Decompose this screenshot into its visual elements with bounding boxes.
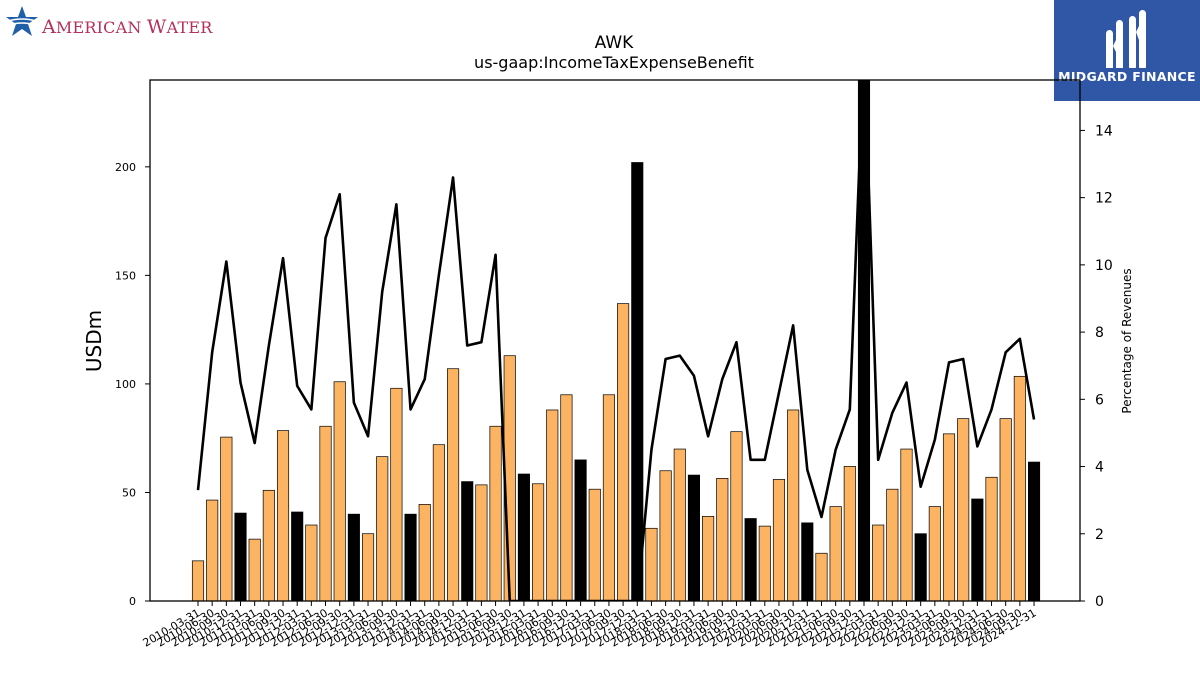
- bar-2020-06-30: [772, 479, 786, 602]
- y-tick-label: 0: [129, 595, 136, 608]
- bar-annual-2013-12-31: [404, 513, 417, 602]
- y2-axis-label: Percentage of Revenues: [1120, 268, 1134, 413]
- bar-annual-2024-12-31: [1027, 461, 1041, 602]
- bar-2019-09-30: [730, 431, 743, 602]
- bar-2020-03-31: [758, 525, 771, 602]
- bar-series: [191, 79, 1041, 602]
- bar-annual-2020-12-31: [801, 522, 814, 602]
- bar-2011-06-30: [262, 489, 275, 602]
- bar-annual-2018-12-31: [687, 474, 700, 602]
- x-axis-ticks: 2010-03-312010-06-302010-09-302010-12-31…: [141, 601, 1039, 650]
- bar-2024-06-30: [999, 418, 1012, 602]
- bar-2016-03-31: [532, 483, 545, 602]
- bar-2017-03-31: [588, 488, 601, 602]
- badge-label: MIDGARD FINANCE: [1058, 69, 1196, 84]
- chart-title: AWK: [595, 33, 635, 53]
- bar-2011-09-30: [276, 430, 290, 602]
- bar-2022-06-30: [886, 488, 899, 602]
- axes: [149, 79, 1081, 602]
- bar-annual-2023-12-31: [971, 498, 984, 602]
- bar-annual-2019-12-31: [744, 518, 757, 602]
- bar-2012-09-30: [333, 381, 346, 602]
- bar-2024-03-31: [985, 476, 998, 602]
- bar-2017-09-30: [617, 303, 630, 602]
- bar-2012-06-30: [319, 425, 332, 602]
- y-axis-label: USDm: [82, 310, 106, 372]
- y2-tick-label: 14: [1095, 123, 1113, 139]
- bar-2016-09-30: [560, 394, 573, 602]
- bar-2023-09-30: [957, 418, 970, 602]
- bar-annual-2015-12-31: [517, 473, 530, 602]
- bar-2016-06-30: [546, 409, 559, 602]
- bar-2018-03-31: [645, 527, 658, 602]
- bar-annual-2017-12-31: [631, 162, 644, 602]
- y2-axis-ticks: 0 2 4 6 8 10 12 14: [1080, 123, 1113, 610]
- y-tick-label: 50: [122, 486, 136, 499]
- y-tick-label: 150: [115, 269, 136, 282]
- y2-tick-label: 10: [1095, 258, 1113, 274]
- bar-2014-06-30: [432, 444, 445, 602]
- y2-tick-label: 0: [1095, 594, 1104, 610]
- y2-tick-label: 12: [1095, 191, 1113, 207]
- bar-annual-2011-12-31: [291, 511, 304, 602]
- bar-2013-03-31: [361, 533, 375, 602]
- bar-2015-03-31: [475, 484, 488, 602]
- star-logo-icon: [6, 6, 38, 36]
- bar-2010-09-30: [220, 436, 233, 602]
- bar-annual-2022-12-31: [914, 533, 927, 602]
- bar-2022-09-30: [900, 448, 913, 602]
- american-water-logo: AMERICAN WATER: [4, 4, 212, 44]
- bar-2018-06-30: [659, 470, 672, 602]
- bar-2010-03-31: [191, 560, 205, 602]
- chart-subtitle: us-gaap:IncomeTaxExpenseBenefit: [474, 53, 754, 72]
- y2-tick-label: 8: [1095, 325, 1104, 341]
- bar-annual-2014-12-31: [461, 481, 474, 602]
- bar-2012-03-31: [305, 524, 318, 602]
- bar-2021-09-30: [843, 466, 856, 602]
- ratio-line-series: [196, 80, 1036, 601]
- midgard-logo-icon: [1106, 10, 1146, 68]
- bar-2014-03-31: [418, 504, 431, 602]
- y2-tick-label: 4: [1095, 460, 1104, 476]
- bar-annual-2010-12-31: [234, 512, 247, 602]
- plot-frame: [149, 79, 1081, 602]
- bar-2017-06-30: [602, 394, 615, 602]
- bar-2013-06-30: [376, 456, 389, 602]
- y-tick-label: 100: [115, 378, 136, 391]
- y2-tick-label: 2: [1095, 527, 1104, 543]
- bar-2011-03-31: [248, 538, 261, 602]
- bar-2015-06-30: [489, 425, 502, 602]
- bar-2020-09-30: [787, 409, 800, 602]
- bar-2014-09-30: [447, 368, 460, 602]
- midgard-finance-badge: MIDGARD FINANCE: [1054, 0, 1200, 101]
- bar-2021-06-30: [829, 506, 842, 602]
- bar-2019-03-31: [702, 515, 715, 602]
- bar-annual-2012-12-31: [347, 513, 360, 602]
- y-tick-label: 200: [115, 161, 136, 174]
- bar-2023-06-30: [942, 433, 956, 602]
- bar-annual-2016-12-31: [574, 459, 587, 602]
- bar-2023-03-31: [928, 506, 941, 602]
- ratio-line: [196, 80, 1036, 601]
- bar-2024-09-30: [1013, 375, 1026, 602]
- bar-2018-09-30: [673, 448, 686, 602]
- y-axis-ticks: 0 50 100 150 200: [115, 161, 150, 608]
- company-logo-text: AMERICAN WATER: [42, 16, 213, 38]
- bar-2022-03-31: [872, 524, 885, 602]
- bar-2010-06-30: [206, 499, 219, 602]
- y2-tick-label: 6: [1095, 392, 1104, 408]
- bar-2019-06-30: [716, 478, 729, 602]
- bar-2013-09-30: [390, 387, 403, 602]
- bar-2021-03-31: [815, 552, 828, 602]
